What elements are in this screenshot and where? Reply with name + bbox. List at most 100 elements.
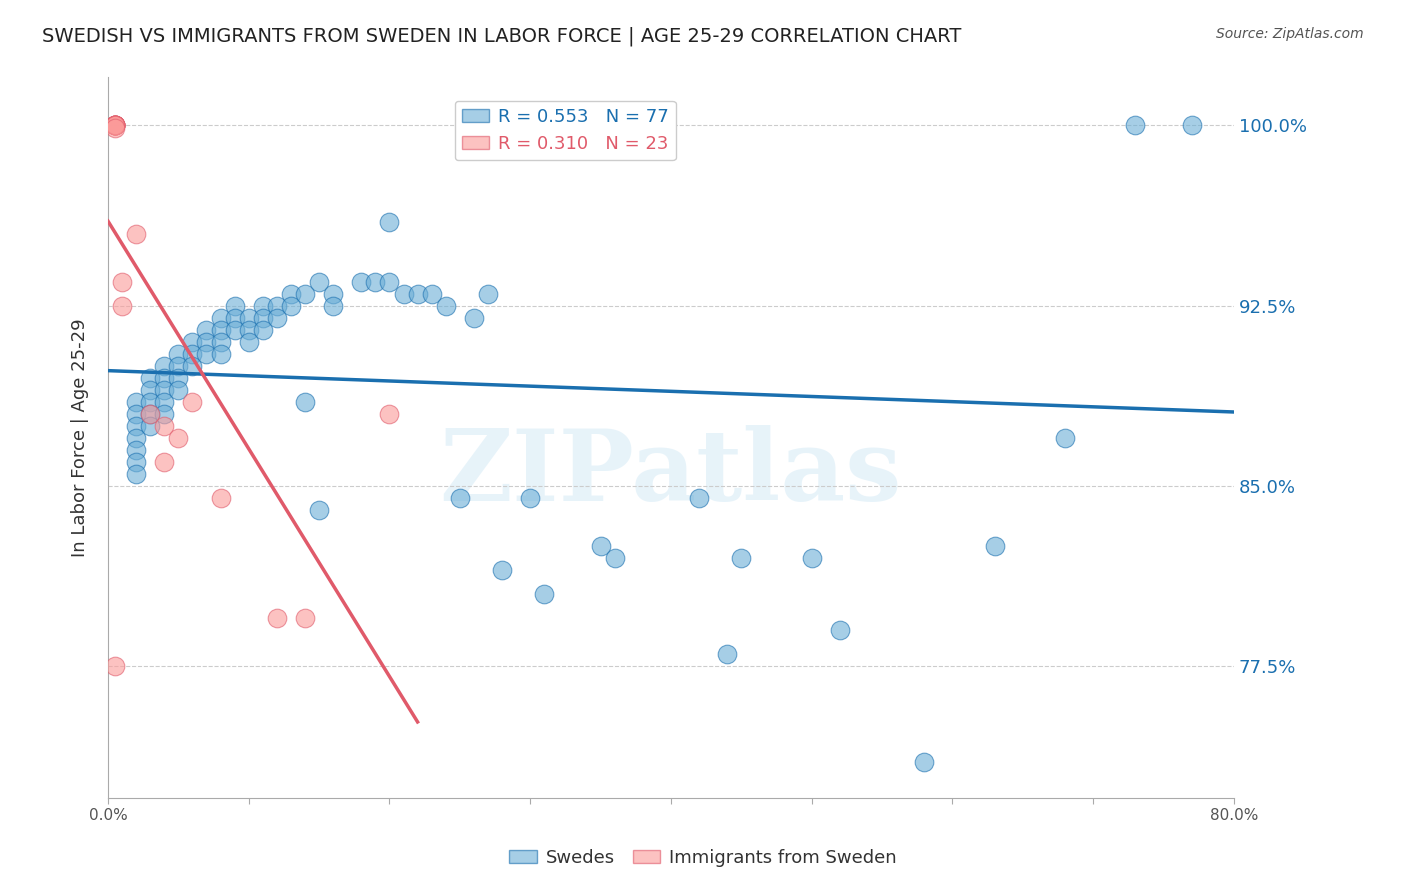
Point bbox=[1180, 119, 1202, 133]
Point bbox=[181, 394, 204, 409]
Point bbox=[1123, 119, 1146, 133]
Point bbox=[139, 407, 162, 421]
Point bbox=[280, 299, 302, 313]
Text: Source: ZipAtlas.com: Source: ZipAtlas.com bbox=[1216, 27, 1364, 41]
Point bbox=[167, 370, 190, 384]
Point bbox=[252, 310, 274, 325]
Point bbox=[280, 286, 302, 301]
Legend: R = 0.553   N = 77, R = 0.310   N = 23: R = 0.553 N = 77, R = 0.310 N = 23 bbox=[454, 101, 676, 161]
Point bbox=[378, 275, 401, 289]
Point bbox=[252, 299, 274, 313]
Point bbox=[238, 310, 260, 325]
Point bbox=[125, 431, 148, 445]
Point bbox=[449, 491, 471, 505]
Point bbox=[167, 347, 190, 361]
Point bbox=[153, 418, 176, 433]
Point bbox=[104, 119, 127, 133]
Point bbox=[238, 334, 260, 349]
Point bbox=[125, 455, 148, 469]
Point bbox=[125, 418, 148, 433]
Point bbox=[153, 370, 176, 384]
Point bbox=[153, 394, 176, 409]
Point bbox=[294, 394, 316, 409]
Point bbox=[139, 407, 162, 421]
Point bbox=[688, 491, 710, 505]
Point bbox=[209, 491, 232, 505]
Point bbox=[153, 359, 176, 373]
Point bbox=[125, 442, 148, 457]
Point bbox=[104, 119, 127, 133]
Point bbox=[104, 119, 127, 133]
Point bbox=[181, 334, 204, 349]
Point bbox=[266, 611, 288, 625]
Point bbox=[238, 323, 260, 337]
Point bbox=[477, 286, 499, 301]
Point bbox=[533, 587, 555, 601]
Point bbox=[181, 347, 204, 361]
Point bbox=[195, 347, 218, 361]
Point bbox=[308, 503, 330, 517]
Point bbox=[209, 323, 232, 337]
Point bbox=[224, 299, 246, 313]
Point bbox=[104, 119, 127, 133]
Point bbox=[308, 275, 330, 289]
Point bbox=[195, 334, 218, 349]
Point bbox=[266, 310, 288, 325]
Point bbox=[209, 347, 232, 361]
Point bbox=[828, 623, 851, 637]
Point bbox=[392, 286, 415, 301]
Point bbox=[125, 467, 148, 481]
Point bbox=[589, 539, 612, 553]
Point bbox=[322, 286, 344, 301]
Point bbox=[209, 310, 232, 325]
Point bbox=[224, 310, 246, 325]
Point bbox=[104, 119, 127, 133]
Point bbox=[224, 323, 246, 337]
Point bbox=[181, 359, 204, 373]
Point bbox=[266, 299, 288, 313]
Point bbox=[139, 394, 162, 409]
Point bbox=[603, 550, 626, 565]
Point bbox=[730, 550, 752, 565]
Point bbox=[104, 119, 127, 133]
Point bbox=[463, 310, 485, 325]
Point bbox=[111, 299, 134, 313]
Point bbox=[434, 299, 457, 313]
Point bbox=[209, 334, 232, 349]
Point bbox=[104, 119, 127, 133]
Point bbox=[104, 119, 127, 133]
Point bbox=[125, 394, 148, 409]
Point bbox=[912, 755, 935, 769]
Y-axis label: In Labor Force | Age 25-29: In Labor Force | Age 25-29 bbox=[72, 318, 89, 558]
Point bbox=[153, 455, 176, 469]
Point bbox=[378, 407, 401, 421]
Point bbox=[125, 227, 148, 241]
Point bbox=[294, 611, 316, 625]
Text: ZIPatlas: ZIPatlas bbox=[440, 425, 903, 523]
Point bbox=[139, 383, 162, 397]
Point bbox=[420, 286, 443, 301]
Point bbox=[983, 539, 1005, 553]
Point bbox=[350, 275, 373, 289]
Point bbox=[1053, 431, 1076, 445]
Point bbox=[800, 550, 823, 565]
Point bbox=[519, 491, 541, 505]
Point bbox=[167, 383, 190, 397]
Point bbox=[139, 370, 162, 384]
Point bbox=[322, 299, 344, 313]
Point bbox=[252, 323, 274, 337]
Point bbox=[364, 275, 387, 289]
Point bbox=[195, 323, 218, 337]
Point bbox=[139, 418, 162, 433]
Text: SWEDISH VS IMMIGRANTS FROM SWEDEN IN LABOR FORCE | AGE 25-29 CORRELATION CHART: SWEDISH VS IMMIGRANTS FROM SWEDEN IN LAB… bbox=[42, 27, 962, 46]
Point bbox=[167, 359, 190, 373]
Point bbox=[104, 659, 127, 673]
Point bbox=[167, 431, 190, 445]
Point bbox=[406, 286, 429, 301]
Point bbox=[491, 563, 513, 577]
Point bbox=[716, 647, 738, 661]
Point bbox=[153, 407, 176, 421]
Point bbox=[125, 407, 148, 421]
Point bbox=[104, 120, 127, 135]
Point bbox=[153, 383, 176, 397]
